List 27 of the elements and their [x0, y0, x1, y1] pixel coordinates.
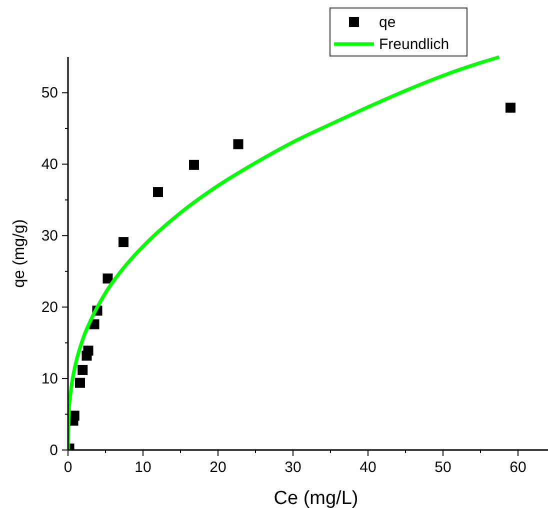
y-tick-label: 20: [41, 299, 58, 316]
x-tick-label: 40: [360, 459, 376, 476]
y-tick-label: 10: [41, 370, 58, 388]
point: [69, 410, 80, 421]
point: [102, 274, 113, 284]
x-tick-label: 30: [284, 459, 302, 476]
point: [78, 364, 88, 375]
point: [75, 378, 85, 388]
point: [153, 187, 163, 198]
x-tick-label: 20: [210, 459, 226, 476]
point: [118, 237, 128, 248]
x-tick-label: 0: [64, 459, 72, 476]
legend-label: qe: [379, 14, 396, 31]
legend-label: Freundlich: [379, 36, 450, 53]
y-tick-label: 30: [41, 228, 58, 245]
x-tick-label: 60: [510, 459, 526, 476]
point: [83, 346, 94, 356]
y-tick-label: 50: [41, 84, 58, 102]
y-tick-label: 0: [50, 442, 58, 459]
y-axis-title: qe (mg/g): [11, 219, 28, 288]
x-tick-label: 50: [434, 459, 452, 476]
point: [506, 102, 516, 113]
y-tick-label: 40: [41, 156, 58, 174]
point: [189, 160, 199, 170]
x-tick-label: 10: [134, 459, 152, 476]
point: [233, 139, 244, 150]
x-axis-title: Ce (mg/L): [274, 488, 358, 509]
